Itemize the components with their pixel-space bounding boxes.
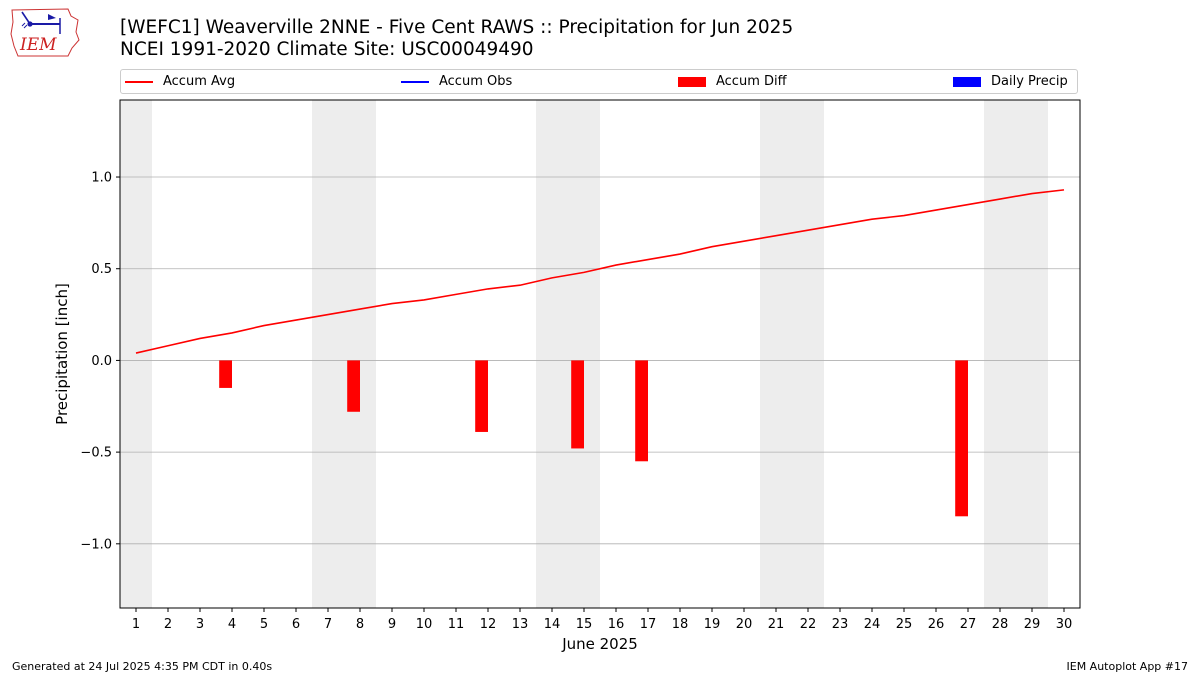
x-tick-label-5: 5 — [260, 617, 268, 632]
x-tick-label-22: 22 — [800, 617, 817, 632]
footer-app-id: IEM Autoplot App #17 — [1066, 660, 1189, 673]
weekend-band-4 — [984, 100, 1048, 608]
x-tick-label-13: 13 — [512, 617, 529, 632]
chart-title-line1: [WEFC1] Weaverville 2NNE - Five Cent RAW… — [120, 17, 794, 38]
legend-item-accum-obs: Accum Obs — [401, 70, 512, 93]
y-tick-label-4: 1.0 — [91, 171, 112, 186]
x-tick-label-2: 2 — [164, 617, 172, 632]
legend-swatch-accum-avg — [125, 80, 153, 83]
legend-label-accum-obs: Accum Obs — [439, 74, 513, 89]
chart-title-line2: NCEI 1991-2020 Climate Site: USC00049490 — [120, 39, 534, 60]
chart-title: [WEFC1] Weaverville 2NNE - Five Cent RAW… — [120, 17, 793, 61]
weekend-band-2 — [536, 100, 600, 608]
x-tick-label-16: 16 — [608, 617, 625, 632]
legend-label-accum-avg: Accum Avg — [163, 74, 236, 89]
x-tick-label-3: 3 — [196, 617, 204, 632]
logo-text: IEM — [19, 35, 57, 55]
x-tick-label-10: 10 — [416, 617, 433, 632]
footer-generated: Generated at 24 Jul 2025 4:35 PM CDT in … — [12, 660, 273, 673]
legend-item-daily-precip: Daily Precip — [953, 70, 1068, 93]
x-tick-label-29: 29 — [1024, 617, 1041, 632]
x-tick-label-26: 26 — [928, 617, 945, 632]
legend-swatch-daily-precip — [953, 76, 981, 87]
y-axis-label: Precipitation [inch] — [53, 283, 71, 425]
x-tick-label-9: 9 — [388, 617, 396, 632]
x-tick-label-27: 27 — [960, 617, 977, 632]
x-tick-label-30: 30 — [1056, 617, 1073, 632]
legend-label-daily-precip: Daily Precip — [991, 74, 1068, 89]
legend-item-accum-diff: Accum Diff — [678, 70, 787, 93]
legend-item-accum-avg: Accum Avg — [125, 70, 235, 93]
accum-diff-bar-day-17 — [635, 360, 648, 462]
x-tick-label-15: 15 — [576, 617, 593, 632]
accum-diff-bar-day-8 — [347, 360, 360, 412]
x-tick-label-17: 17 — [640, 617, 657, 632]
x-tick-label-14: 14 — [544, 617, 561, 632]
x-tick-label-1: 1 — [132, 617, 140, 632]
accum-diff-bar-day-12 — [475, 360, 488, 432]
y-tick-label-0: −1.0 — [80, 537, 112, 552]
y-tick-label-3: 0.5 — [91, 262, 112, 277]
x-tick-label-19: 19 — [704, 617, 721, 632]
x-tick-label-8: 8 — [356, 617, 364, 632]
x-tick-label-12: 12 — [480, 617, 497, 632]
accum-diff-bar-day-4 — [219, 360, 232, 388]
legend-label-accum-diff: Accum Diff — [716, 74, 787, 89]
weekend-band-3 — [760, 100, 824, 608]
weekend-band-0 — [120, 100, 152, 608]
iem-logo-icon: IEM — [10, 8, 80, 57]
chart-legend: Accum Avg Accum Obs Accum Diff Daily Pre… — [120, 69, 1078, 94]
accum-diff-bar-day-15 — [571, 360, 584, 449]
accum-diff-bar-day-27 — [955, 360, 968, 517]
x-tick-label-28: 28 — [992, 617, 1009, 632]
x-tick-label-7: 7 — [324, 617, 332, 632]
x-tick-label-23: 23 — [832, 617, 849, 632]
x-tick-label-4: 4 — [228, 617, 236, 632]
x-axis-label: June 2025 — [561, 635, 638, 653]
y-tick-label-2: 0.0 — [91, 354, 112, 369]
legend-swatch-accum-diff — [678, 76, 706, 87]
x-tick-label-24: 24 — [864, 617, 881, 632]
x-tick-label-6: 6 — [292, 617, 300, 632]
x-tick-label-25: 25 — [896, 617, 913, 632]
plot-frame — [119, 99, 1081, 609]
legend-swatch-accum-obs — [401, 80, 429, 83]
x-tick-label-18: 18 — [672, 617, 689, 632]
x-tick-label-21: 21 — [768, 617, 785, 632]
x-tick-label-20: 20 — [736, 617, 753, 632]
y-tick-label-1: −0.5 — [80, 446, 112, 461]
weekend-band-1 — [312, 100, 376, 608]
accum-avg-line — [135, 189, 1065, 354]
x-tick-label-11: 11 — [448, 617, 465, 632]
